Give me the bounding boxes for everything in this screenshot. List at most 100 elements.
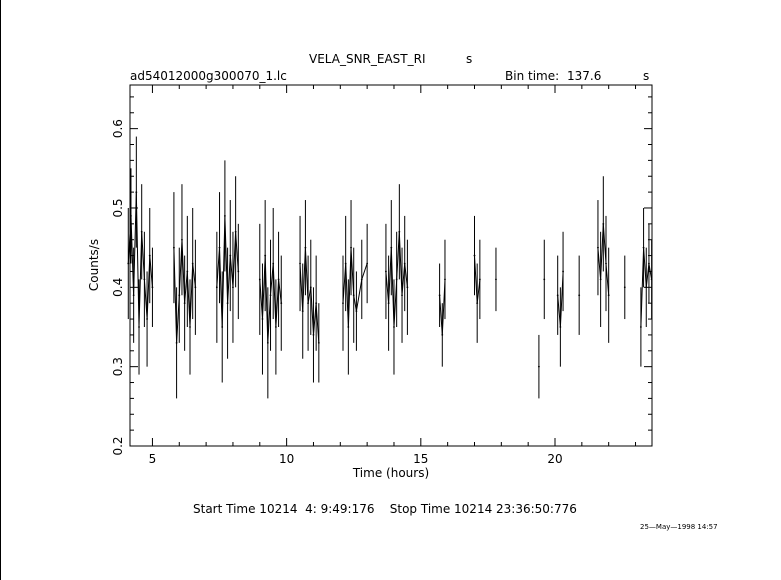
data-point xyxy=(390,246,393,249)
data-point xyxy=(538,365,540,368)
date-stamp: 25—May—1998 14:57 xyxy=(640,523,718,531)
data-point xyxy=(189,326,191,328)
data-point xyxy=(478,278,481,281)
bin-time-value: 137.6 xyxy=(567,69,602,83)
data-point xyxy=(135,191,138,194)
data-point xyxy=(597,246,599,249)
data-point xyxy=(350,246,352,249)
data-point xyxy=(578,294,581,297)
data-point xyxy=(393,326,395,328)
chart-title: VELA_SNR_EAST_RI xyxy=(309,52,426,66)
data-point xyxy=(146,318,148,320)
data-point xyxy=(130,215,132,217)
data-point xyxy=(232,286,234,289)
data-point xyxy=(307,302,309,305)
data-point xyxy=(605,262,607,265)
y-tick-label: 0.2 xyxy=(111,436,125,455)
data-point xyxy=(347,326,350,328)
data-point xyxy=(645,286,648,289)
data-point xyxy=(355,310,358,313)
data-point xyxy=(607,294,610,297)
axis-ticks: 5 10 15 20 0.2 0.3 0.4 0.5 0.6 xyxy=(111,85,652,466)
data-point xyxy=(237,270,240,273)
data-point xyxy=(315,302,318,305)
data-point xyxy=(140,230,143,233)
data-point xyxy=(194,286,197,289)
data-series xyxy=(127,136,653,399)
x-tick-label: 20 xyxy=(547,452,562,466)
data-point xyxy=(261,318,264,320)
data-point xyxy=(385,270,387,273)
y-tick-label: 0.4 xyxy=(111,278,125,297)
data-point xyxy=(642,246,645,249)
data-point xyxy=(274,326,277,328)
data-point xyxy=(387,302,390,305)
data-point xyxy=(495,278,497,281)
data-point xyxy=(406,286,409,289)
series-line xyxy=(342,247,368,328)
data-point xyxy=(403,262,406,265)
data-point xyxy=(602,222,605,225)
data-point xyxy=(277,278,280,281)
data-point xyxy=(366,262,369,265)
data-point xyxy=(648,262,650,265)
data-point xyxy=(223,215,226,217)
data-point xyxy=(309,286,312,289)
data-point xyxy=(226,302,229,305)
data-point xyxy=(269,294,272,297)
data-point xyxy=(218,246,221,249)
data-point xyxy=(398,230,401,233)
window-left-border xyxy=(0,0,1,580)
data-point xyxy=(623,286,626,289)
data-point xyxy=(143,278,146,281)
data-point xyxy=(258,278,261,281)
data-point xyxy=(312,334,315,336)
data-point xyxy=(562,270,564,273)
data-point xyxy=(127,262,130,265)
bin-time-unit: s xyxy=(643,69,650,83)
data-point xyxy=(138,326,140,328)
data-point xyxy=(148,254,151,257)
y-tick-label: 0.6 xyxy=(111,119,125,138)
data-point xyxy=(543,278,546,281)
data-point xyxy=(183,302,186,305)
data-point xyxy=(438,294,441,297)
x-tick-label: 5 xyxy=(149,452,157,466)
x-tick-label: 10 xyxy=(279,452,294,466)
y-tick-label: 0.3 xyxy=(111,357,125,376)
data-point xyxy=(280,302,283,305)
y-axis-label: Counts/s xyxy=(87,239,101,291)
data-point xyxy=(360,278,363,281)
bin-time-label: Bin time: xyxy=(505,69,560,83)
data-point xyxy=(395,278,398,281)
data-point xyxy=(599,278,602,281)
data-point xyxy=(272,262,275,265)
data-point xyxy=(476,302,479,305)
file-name-label: ad54012000g300070_1.lc xyxy=(130,69,287,83)
data-point xyxy=(441,334,444,336)
data-point xyxy=(401,294,403,297)
data-point xyxy=(444,278,446,281)
data-point xyxy=(229,254,232,257)
data-point xyxy=(556,294,559,297)
time-range-footer: Start Time 10214 4: 9:49:176 Stop Time 1… xyxy=(193,502,577,516)
data-point xyxy=(175,341,178,344)
data-point xyxy=(186,270,189,273)
data-point xyxy=(181,238,183,241)
data-point xyxy=(559,326,562,328)
data-point xyxy=(650,278,653,281)
data-point xyxy=(304,246,307,249)
data-point xyxy=(301,310,304,313)
series-line xyxy=(127,192,153,328)
y-tick-label: 0.5 xyxy=(111,198,125,217)
data-point xyxy=(639,326,642,328)
data-point xyxy=(151,286,154,289)
data-point xyxy=(317,341,320,344)
x-tick-label: 15 xyxy=(413,452,428,466)
x-axis-label: Time (hours) xyxy=(352,466,429,480)
data-point xyxy=(221,326,224,328)
data-point xyxy=(342,302,344,305)
data-point xyxy=(299,262,301,265)
title-suffix: s xyxy=(466,52,473,66)
